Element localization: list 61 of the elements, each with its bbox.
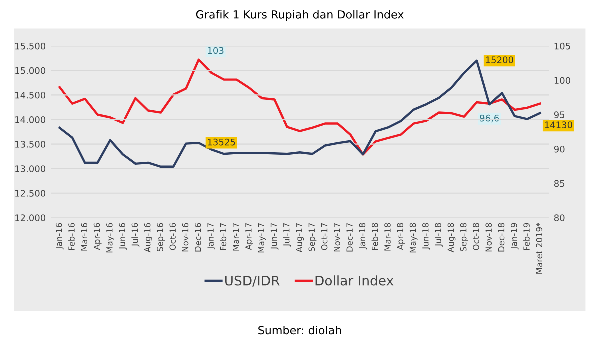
x-tick-label: Aug-18 xyxy=(448,223,456,253)
y-tick-label: 15.000 xyxy=(16,67,46,74)
x-tick-label: Nov-18 xyxy=(486,223,492,252)
x-tick-label: Nov-16 xyxy=(182,223,189,252)
x-tick-label: Feb-18 xyxy=(372,223,378,250)
x-tick-label: Jul-16 xyxy=(132,223,140,247)
x-tick-label: Jun-16 xyxy=(119,223,128,250)
x-tick-label: Dec-18 xyxy=(498,223,505,252)
data-label: 15200 xyxy=(486,56,514,64)
data-label: 14130 xyxy=(545,122,572,129)
x-tick-label: May-18 xyxy=(410,223,418,253)
data-label: 103 xyxy=(208,47,224,54)
x-tick-label: May-16 xyxy=(106,223,114,253)
x-tick-label: Maret 2019* xyxy=(536,223,543,274)
x-tick-label: Jul-18 xyxy=(435,223,444,247)
x-tick-label: Apr-16 xyxy=(94,223,102,250)
x-tick-label: Jun-17 xyxy=(270,223,279,250)
y2-tick-label: 95 xyxy=(554,112,565,118)
x-tick-label: Oct-17 xyxy=(321,223,328,250)
x-tick-label: Jan-19 xyxy=(510,223,519,250)
x-tick-label: Sep-17 xyxy=(308,223,317,252)
y2-tick-label: 85 xyxy=(554,180,565,188)
x-tick-label: Feb-16 xyxy=(68,223,75,250)
y-tick-label: 14.000 xyxy=(16,116,46,124)
y2-tick-label: 80 xyxy=(554,214,565,222)
x-tick-label: Oct-16 xyxy=(170,223,176,250)
y2-tick-label: 105 xyxy=(554,42,570,50)
x-tick-label: Jan-18 xyxy=(359,223,368,250)
y-tick-label: 14.500 xyxy=(16,92,46,99)
x-tick-label: Jan-16 xyxy=(56,223,64,250)
x-tick-label: Jul-17 xyxy=(283,223,292,247)
y-tick-label: 13.500 xyxy=(16,141,46,148)
x-tick-label: Oct-18 xyxy=(473,223,480,250)
x-tick-label: Mar-17 xyxy=(233,223,240,251)
y2-tick-label: 100 xyxy=(554,77,570,84)
data-label: 13525 xyxy=(208,138,236,146)
y2-tick-label: 90 xyxy=(554,146,565,153)
legend-label: Dollar Index xyxy=(316,276,394,286)
x-tick-label: May-17 xyxy=(258,223,266,253)
x-tick-label: Dec-17 xyxy=(346,223,353,252)
x-tick-label: Mar-16 xyxy=(81,223,88,251)
y-tick-label: 15.500 xyxy=(16,42,46,50)
x-tick-label: Aug-17 xyxy=(296,223,304,253)
y-tick-label: 12.000 xyxy=(16,214,46,222)
x-tick-label: Dec-16 xyxy=(195,223,202,252)
x-tick-label: Feb-17 xyxy=(220,223,227,250)
x-tick-label: Aug-16 xyxy=(144,223,152,253)
x-tick-label: Sep-16 xyxy=(157,223,165,252)
x-tick-label: Apr-17 xyxy=(246,223,254,250)
x-tick-label: Sep-18 xyxy=(460,223,468,252)
x-tick-label: Mar-18 xyxy=(384,223,391,251)
y-tick-label: 12.500 xyxy=(16,190,46,197)
x-tick-label: Feb-19 xyxy=(523,223,530,250)
y-tick-label: 13.000 xyxy=(16,166,46,172)
chart-title: Grafik 1 Kurs Rupiah dan Dollar Index xyxy=(196,10,404,21)
x-tick-label: Jan-17 xyxy=(208,223,216,250)
legend-label: USD/IDR xyxy=(226,276,280,287)
x-tick-label: Nov-17 xyxy=(334,223,340,252)
x-tick-label: Apr-18 xyxy=(397,223,406,250)
text: Sumber: diolah xyxy=(258,326,342,335)
x-tick-label: Jun-18 xyxy=(422,223,430,250)
